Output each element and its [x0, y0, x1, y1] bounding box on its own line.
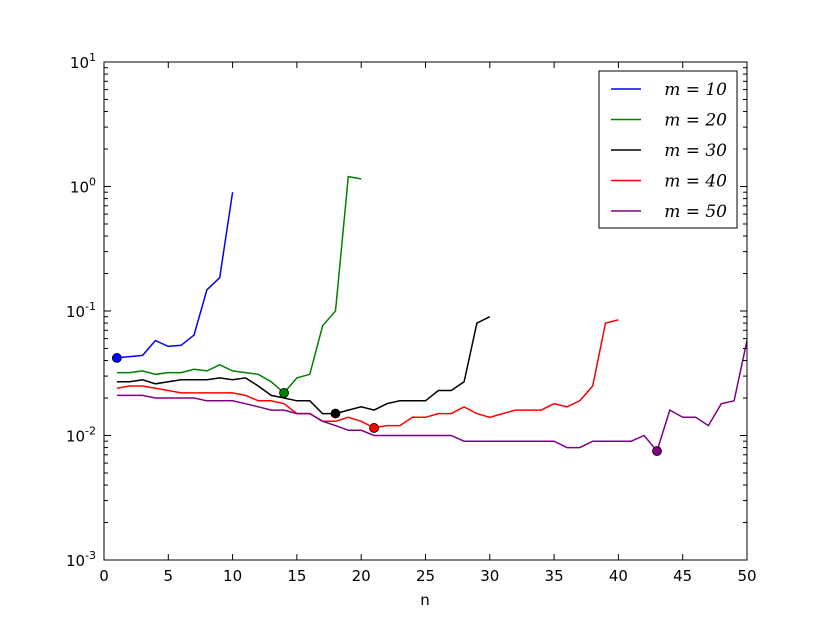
- y-tick-label: 10-3: [66, 549, 96, 570]
- min-marker-1: [279, 387, 289, 398]
- series-line-4: [116, 340, 747, 453]
- legend-label-3: m = 40: [664, 172, 727, 192]
- min-marker-4: [652, 446, 662, 456]
- x-tick-label: 25: [416, 567, 435, 585]
- x-axis-label: n: [420, 591, 430, 609]
- x-tick-label: 35: [545, 567, 564, 585]
- min-marker-3: [369, 423, 379, 433]
- y-tick-label: 101: [70, 51, 96, 72]
- legend-label-1: m = 20: [664, 111, 727, 131]
- x-tick-label: 50: [737, 567, 756, 585]
- y-tick-label: 100: [70, 176, 96, 197]
- x-tick-label: 5: [164, 567, 174, 585]
- legend-label-2: m = 30: [664, 141, 727, 161]
- x-tick-label: 45: [673, 567, 692, 585]
- x-tick-label: 0: [99, 567, 109, 585]
- x-tick-label: 30: [480, 567, 499, 585]
- legend-label-4: m = 50: [664, 202, 727, 222]
- min-marker-0: [111, 353, 122, 363]
- x-tick-label: 20: [352, 567, 371, 585]
- x-tick-label: 40: [609, 567, 628, 585]
- x-tick-label: 15: [287, 567, 306, 585]
- y-tick-label: 10-1: [66, 300, 96, 321]
- series-line-0: [116, 192, 234, 359]
- series-line-2: [116, 316, 491, 415]
- series-line-3: [116, 319, 619, 429]
- legend-box: [598, 70, 738, 229]
- x-tick-label: 10: [223, 567, 242, 585]
- series-line-1: [116, 175, 362, 394]
- y-tick-label: 10-2: [66, 425, 96, 446]
- min-marker-2: [330, 408, 341, 419]
- legend-label-0: m = 10: [664, 80, 727, 100]
